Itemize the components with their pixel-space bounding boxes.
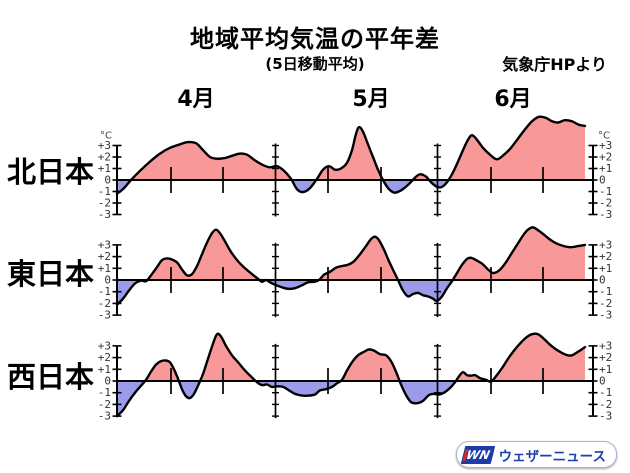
svg-text:-2: -2 bbox=[98, 398, 111, 411]
svg-text:+2: +2 bbox=[599, 250, 612, 263]
svg-text:0: 0 bbox=[599, 375, 606, 388]
svg-text:0: 0 bbox=[599, 174, 606, 187]
svg-text:+3: +3 bbox=[599, 139, 612, 152]
svg-text:°C: °C bbox=[100, 131, 112, 142]
svg-text:+1: +1 bbox=[98, 162, 111, 175]
svg-text:-3: -3 bbox=[599, 309, 612, 322]
svg-text:-3: -3 bbox=[98, 309, 111, 322]
svg-text:+2: +2 bbox=[98, 250, 111, 263]
svg-text:0: 0 bbox=[599, 274, 606, 287]
svg-text:+2: +2 bbox=[599, 351, 612, 364]
svg-text:0: 0 bbox=[104, 274, 111, 287]
svg-text:-3: -3 bbox=[599, 410, 612, 423]
svg-text:-1: -1 bbox=[98, 285, 111, 298]
wn-logo-mark: WN bbox=[460, 445, 495, 464]
svg-text:+2: +2 bbox=[98, 151, 111, 164]
svg-text:+3: +3 bbox=[98, 139, 111, 152]
svg-text:-3: -3 bbox=[98, 410, 111, 423]
svg-text:0: 0 bbox=[104, 174, 111, 187]
svg-text:+1: +1 bbox=[98, 363, 111, 376]
svg-text:+1: +1 bbox=[599, 262, 612, 275]
region-label-west-japan: 西日本 bbox=[7, 360, 95, 394]
svg-text:°C: °C bbox=[598, 131, 610, 142]
svg-text:-3: -3 bbox=[98, 208, 111, 221]
svg-text:-1: -1 bbox=[599, 386, 612, 399]
month-label-june: 6月 bbox=[494, 87, 532, 112]
svg-text:+3: +3 bbox=[98, 238, 111, 251]
month-label-may: 5月 bbox=[352, 87, 390, 112]
wn-logo-letters: WN bbox=[464, 447, 492, 462]
svg-text:-1: -1 bbox=[599, 185, 612, 198]
svg-text:+1: +1 bbox=[599, 363, 612, 376]
svg-text:+1: +1 bbox=[98, 262, 111, 275]
svg-text:+1: +1 bbox=[599, 162, 612, 175]
source-credit: 気象庁HPより bbox=[502, 55, 607, 74]
svg-text:-2: -2 bbox=[599, 398, 612, 411]
svg-text:+3: +3 bbox=[599, 238, 612, 251]
svg-text:-2: -2 bbox=[599, 297, 612, 310]
svg-text:+2: +2 bbox=[599, 151, 612, 164]
region-label-east-japan: 東日本 bbox=[7, 257, 95, 291]
region-label-north-japan: 北日本 bbox=[7, 155, 95, 189]
svg-text:+3: +3 bbox=[599, 339, 612, 352]
svg-text:-1: -1 bbox=[599, 285, 612, 298]
svg-text:-1: -1 bbox=[98, 185, 111, 198]
svg-text:0: 0 bbox=[104, 375, 111, 388]
svg-text:-1: -1 bbox=[98, 386, 111, 399]
weathernews-wordmark: ウェザーニュース bbox=[498, 448, 606, 465]
svg-text:-2: -2 bbox=[98, 297, 111, 310]
weathernews-logo: WN ウェザーニュース bbox=[455, 441, 617, 468]
svg-text:+3: +3 bbox=[98, 339, 111, 352]
svg-text:-2: -2 bbox=[599, 197, 612, 210]
page-title: 地域平均気温の平年差 bbox=[190, 25, 440, 53]
svg-text:+2: +2 bbox=[98, 351, 111, 364]
svg-text:-2: -2 bbox=[98, 197, 111, 210]
chart-subtitle: (5日移動平均) bbox=[265, 55, 365, 73]
month-label-april: 4月 bbox=[177, 87, 215, 112]
svg-text:-3: -3 bbox=[599, 208, 612, 221]
